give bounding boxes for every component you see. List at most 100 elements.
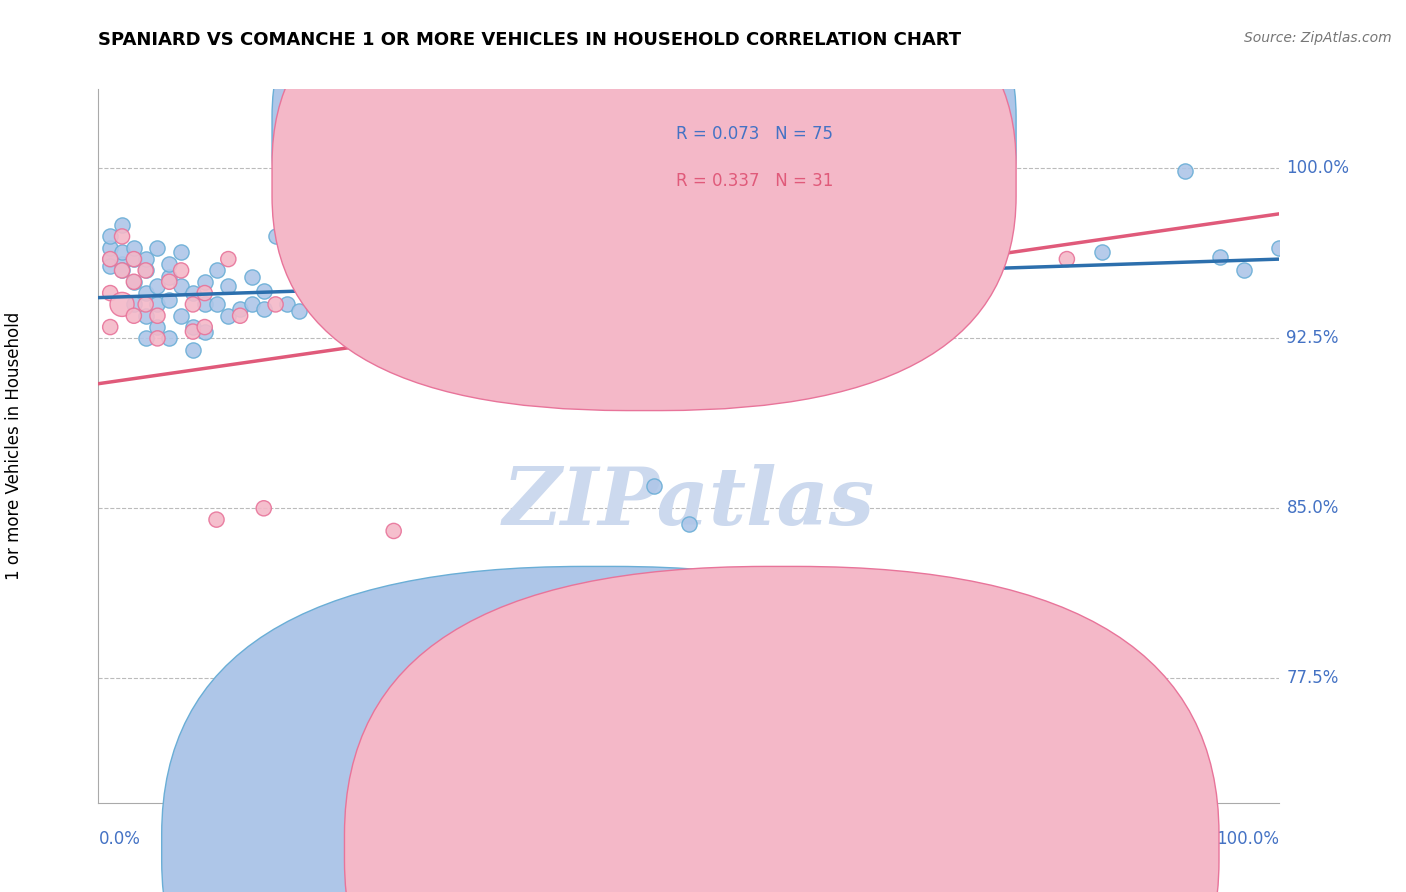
Point [135, 263, 157, 277]
Point [98, 286, 121, 301]
Point [135, 309, 157, 323]
FancyBboxPatch shape [606, 91, 920, 203]
Point [146, 331, 169, 345]
Point [111, 263, 134, 277]
Point [146, 297, 169, 311]
Point [122, 309, 145, 323]
Point [170, 279, 193, 293]
Point [1233, 263, 1256, 277]
FancyBboxPatch shape [271, 0, 1017, 410]
Point [122, 297, 145, 311]
Point [264, 297, 287, 311]
Point [359, 252, 381, 266]
Point [111, 297, 134, 311]
Point [181, 325, 204, 339]
Point [217, 309, 239, 323]
Point [253, 501, 276, 516]
Point [146, 241, 169, 255]
Point [98, 229, 121, 244]
Point [1056, 252, 1078, 266]
Point [146, 309, 169, 323]
Point [785, 325, 807, 339]
Point [312, 234, 335, 248]
Point [1268, 241, 1291, 255]
Text: 0.0%: 0.0% [98, 830, 141, 847]
Point [347, 297, 370, 311]
Point [229, 309, 252, 323]
Point [347, 320, 370, 334]
Point [229, 301, 252, 316]
Point [135, 286, 157, 301]
Point [111, 245, 134, 260]
Point [98, 241, 121, 255]
Point [111, 257, 134, 271]
Text: R = 0.073   N = 75: R = 0.073 N = 75 [676, 126, 832, 144]
Point [122, 241, 145, 255]
Text: SPANIARD VS COMANCHE 1 OR MORE VEHICLES IN HOUSEHOLD CORRELATION CHART: SPANIARD VS COMANCHE 1 OR MORE VEHICLES … [98, 31, 962, 49]
Point [288, 304, 311, 318]
Point [98, 320, 121, 334]
Point [1056, 682, 1078, 697]
Point [205, 513, 228, 527]
Point [157, 270, 180, 285]
Point [146, 279, 169, 293]
Text: R = 0.337   N = 31: R = 0.337 N = 31 [676, 172, 834, 190]
Point [111, 218, 134, 232]
Text: 100.0%: 100.0% [1286, 160, 1350, 178]
Text: 92.5%: 92.5% [1286, 329, 1339, 347]
Point [111, 229, 134, 244]
Point [170, 245, 193, 260]
Point [135, 331, 157, 345]
Text: 77.5%: 77.5% [1286, 669, 1339, 687]
Point [548, 270, 571, 285]
Point [595, 250, 617, 264]
Point [938, 268, 960, 282]
Point [181, 343, 204, 357]
Point [253, 284, 276, 298]
Point [477, 275, 499, 289]
Point [157, 293, 180, 307]
Point [288, 263, 311, 277]
Point [135, 297, 157, 311]
Point [807, 272, 830, 286]
Point [382, 524, 405, 538]
Text: Comanche: Comanche [808, 838, 897, 856]
Point [157, 331, 180, 345]
Point [170, 263, 193, 277]
Point [382, 297, 405, 311]
Point [111, 263, 134, 277]
Point [205, 263, 228, 277]
Point [1091, 245, 1114, 260]
Point [240, 270, 263, 285]
Point [217, 252, 239, 266]
Point [276, 297, 298, 311]
Point [122, 275, 145, 289]
Point [157, 257, 180, 271]
Point [98, 252, 121, 266]
Point [217, 279, 239, 293]
Point [122, 252, 145, 266]
Text: 85.0%: 85.0% [1286, 500, 1339, 517]
Text: Spaniards: Spaniards [626, 838, 707, 856]
Point [501, 275, 523, 289]
Point [181, 320, 204, 334]
Point [181, 286, 204, 301]
Point [465, 252, 488, 266]
Point [678, 517, 700, 532]
Text: 1 or more Vehicles in Household: 1 or more Vehicles in Household [6, 312, 22, 580]
Point [194, 320, 217, 334]
Point [98, 252, 121, 266]
FancyBboxPatch shape [271, 0, 1017, 364]
Point [737, 252, 759, 266]
Point [205, 297, 228, 311]
Point [1209, 250, 1232, 264]
Point [702, 245, 724, 260]
Point [737, 257, 759, 271]
Text: ZIPatlas: ZIPatlas [503, 465, 875, 541]
Point [1174, 163, 1197, 178]
Point [253, 301, 276, 316]
Point [194, 286, 217, 301]
Point [181, 297, 204, 311]
Point [194, 275, 217, 289]
Point [157, 275, 180, 289]
